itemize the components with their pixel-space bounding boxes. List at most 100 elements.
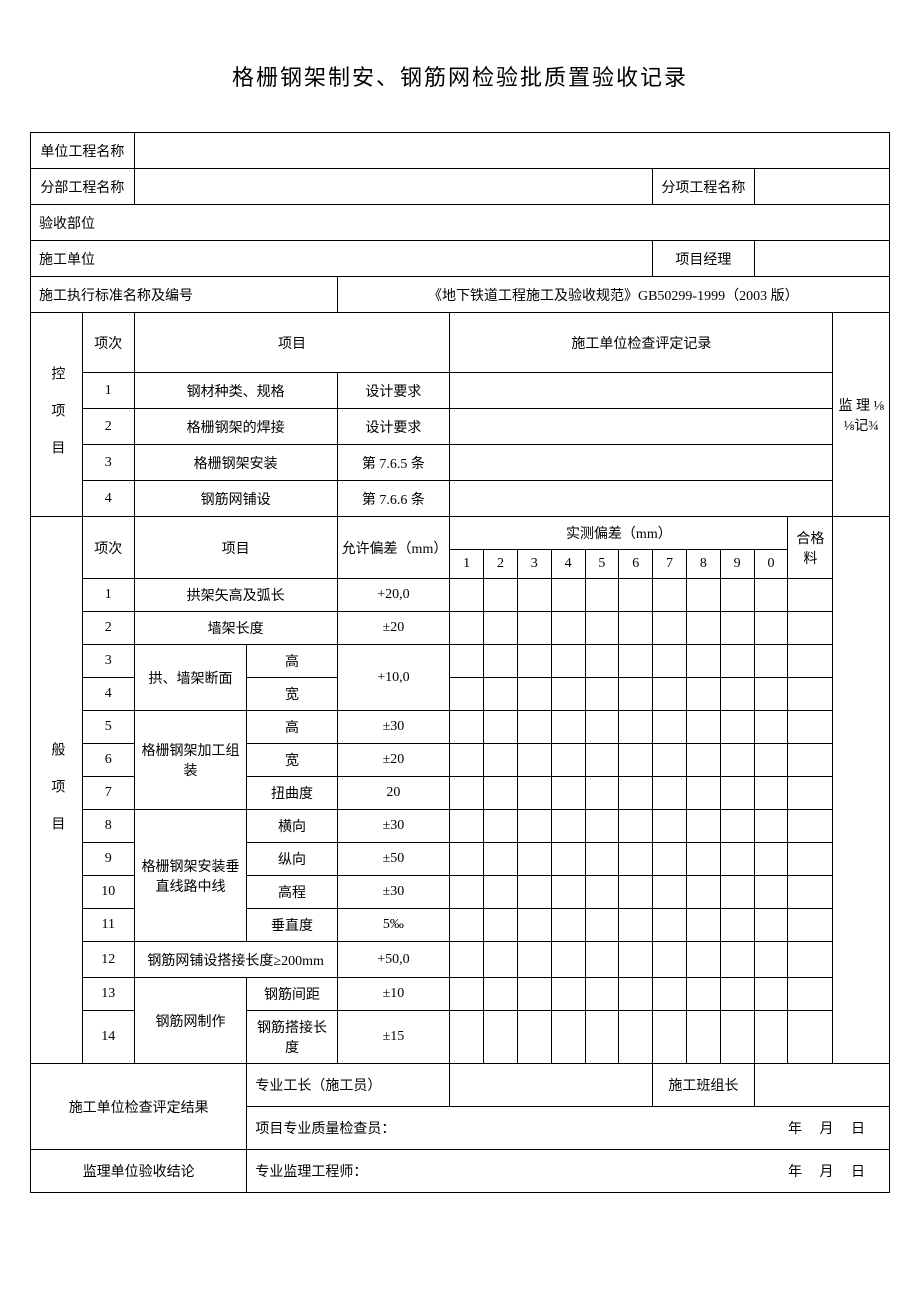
g-m[interactable] bbox=[551, 909, 585, 942]
g-m[interactable] bbox=[551, 876, 585, 909]
g-m[interactable] bbox=[720, 678, 754, 711]
g-m[interactable] bbox=[686, 579, 720, 612]
g-pass[interactable] bbox=[788, 942, 833, 978]
g-m[interactable] bbox=[619, 876, 653, 909]
main-row-field[interactable] bbox=[450, 445, 833, 481]
g-m[interactable] bbox=[551, 942, 585, 978]
g-m[interactable] bbox=[619, 810, 653, 843]
g-m[interactable] bbox=[754, 777, 788, 810]
g-m[interactable] bbox=[585, 1011, 619, 1064]
g-m[interactable] bbox=[754, 579, 788, 612]
g-m[interactable] bbox=[585, 810, 619, 843]
g-pass[interactable] bbox=[788, 876, 833, 909]
g-m[interactable] bbox=[517, 843, 551, 876]
g-m[interactable] bbox=[754, 942, 788, 978]
g-m[interactable] bbox=[551, 777, 585, 810]
g-m[interactable] bbox=[484, 645, 518, 678]
g-m[interactable] bbox=[450, 744, 484, 777]
g-m[interactable] bbox=[653, 843, 687, 876]
g-m[interactable] bbox=[484, 612, 518, 645]
g-m[interactable] bbox=[619, 777, 653, 810]
g-m[interactable] bbox=[450, 810, 484, 843]
g-m[interactable] bbox=[619, 978, 653, 1011]
g-m[interactable] bbox=[686, 876, 720, 909]
g-m[interactable] bbox=[517, 744, 551, 777]
g-m[interactable] bbox=[551, 612, 585, 645]
g-m[interactable] bbox=[619, 744, 653, 777]
g-pass[interactable] bbox=[788, 744, 833, 777]
g-m[interactable] bbox=[517, 876, 551, 909]
g-pass[interactable] bbox=[788, 612, 833, 645]
g-m[interactable] bbox=[551, 579, 585, 612]
g-m[interactable] bbox=[720, 645, 754, 678]
g-m[interactable] bbox=[484, 744, 518, 777]
g-m[interactable] bbox=[450, 1011, 484, 1064]
g-m[interactable] bbox=[450, 909, 484, 942]
g-m[interactable] bbox=[484, 810, 518, 843]
g-m[interactable] bbox=[653, 612, 687, 645]
g-m[interactable] bbox=[585, 978, 619, 1011]
g-m[interactable] bbox=[686, 744, 720, 777]
g-m[interactable] bbox=[450, 942, 484, 978]
g-m[interactable] bbox=[653, 876, 687, 909]
g-m[interactable] bbox=[484, 942, 518, 978]
g-pass[interactable] bbox=[788, 678, 833, 711]
g-m[interactable] bbox=[484, 777, 518, 810]
g-m[interactable] bbox=[619, 711, 653, 744]
g-m[interactable] bbox=[686, 843, 720, 876]
g-m[interactable] bbox=[653, 777, 687, 810]
field-pm[interactable] bbox=[754, 241, 889, 277]
g-m[interactable] bbox=[686, 612, 720, 645]
g-m[interactable] bbox=[450, 612, 484, 645]
g-m[interactable] bbox=[686, 678, 720, 711]
g-m[interactable] bbox=[754, 1011, 788, 1064]
g-m[interactable] bbox=[720, 744, 754, 777]
g-pass[interactable] bbox=[788, 645, 833, 678]
g-m[interactable] bbox=[484, 843, 518, 876]
g-pass[interactable] bbox=[788, 843, 833, 876]
g-m[interactable] bbox=[484, 1011, 518, 1064]
g-m[interactable] bbox=[754, 612, 788, 645]
g-m[interactable] bbox=[686, 978, 720, 1011]
g-m[interactable] bbox=[619, 678, 653, 711]
g-pass[interactable] bbox=[788, 909, 833, 942]
g-m[interactable] bbox=[619, 843, 653, 876]
g-m[interactable] bbox=[720, 843, 754, 876]
g-m[interactable] bbox=[653, 678, 687, 711]
g-m[interactable] bbox=[720, 942, 754, 978]
g-m[interactable] bbox=[585, 909, 619, 942]
g-m[interactable] bbox=[754, 843, 788, 876]
g-m[interactable] bbox=[653, 909, 687, 942]
g-m[interactable] bbox=[653, 810, 687, 843]
g-pass[interactable] bbox=[788, 810, 833, 843]
g-m[interactable] bbox=[517, 909, 551, 942]
g-m[interactable] bbox=[619, 942, 653, 978]
g-m[interactable] bbox=[484, 876, 518, 909]
g-m[interactable] bbox=[517, 978, 551, 1011]
g-m[interactable] bbox=[551, 678, 585, 711]
g-m[interactable] bbox=[450, 678, 484, 711]
g-m[interactable] bbox=[754, 909, 788, 942]
g-m[interactable] bbox=[754, 876, 788, 909]
g-m[interactable] bbox=[686, 942, 720, 978]
g-m[interactable] bbox=[686, 711, 720, 744]
main-row-field[interactable] bbox=[450, 481, 833, 517]
g-m[interactable] bbox=[517, 942, 551, 978]
g-m[interactable] bbox=[517, 711, 551, 744]
g-m[interactable] bbox=[450, 645, 484, 678]
g-m[interactable] bbox=[450, 777, 484, 810]
g-m[interactable] bbox=[653, 942, 687, 978]
g-m[interactable] bbox=[517, 678, 551, 711]
g-m[interactable] bbox=[754, 645, 788, 678]
g-m[interactable] bbox=[551, 810, 585, 843]
g-m[interactable] bbox=[686, 777, 720, 810]
g-m[interactable] bbox=[619, 909, 653, 942]
g-m[interactable] bbox=[653, 711, 687, 744]
field-sub-project[interactable] bbox=[134, 169, 652, 205]
g-m[interactable] bbox=[754, 978, 788, 1011]
g-m[interactable] bbox=[653, 744, 687, 777]
g-pass[interactable] bbox=[788, 1011, 833, 1064]
g-m[interactable] bbox=[619, 645, 653, 678]
g-m[interactable] bbox=[585, 777, 619, 810]
g-m[interactable] bbox=[720, 978, 754, 1011]
